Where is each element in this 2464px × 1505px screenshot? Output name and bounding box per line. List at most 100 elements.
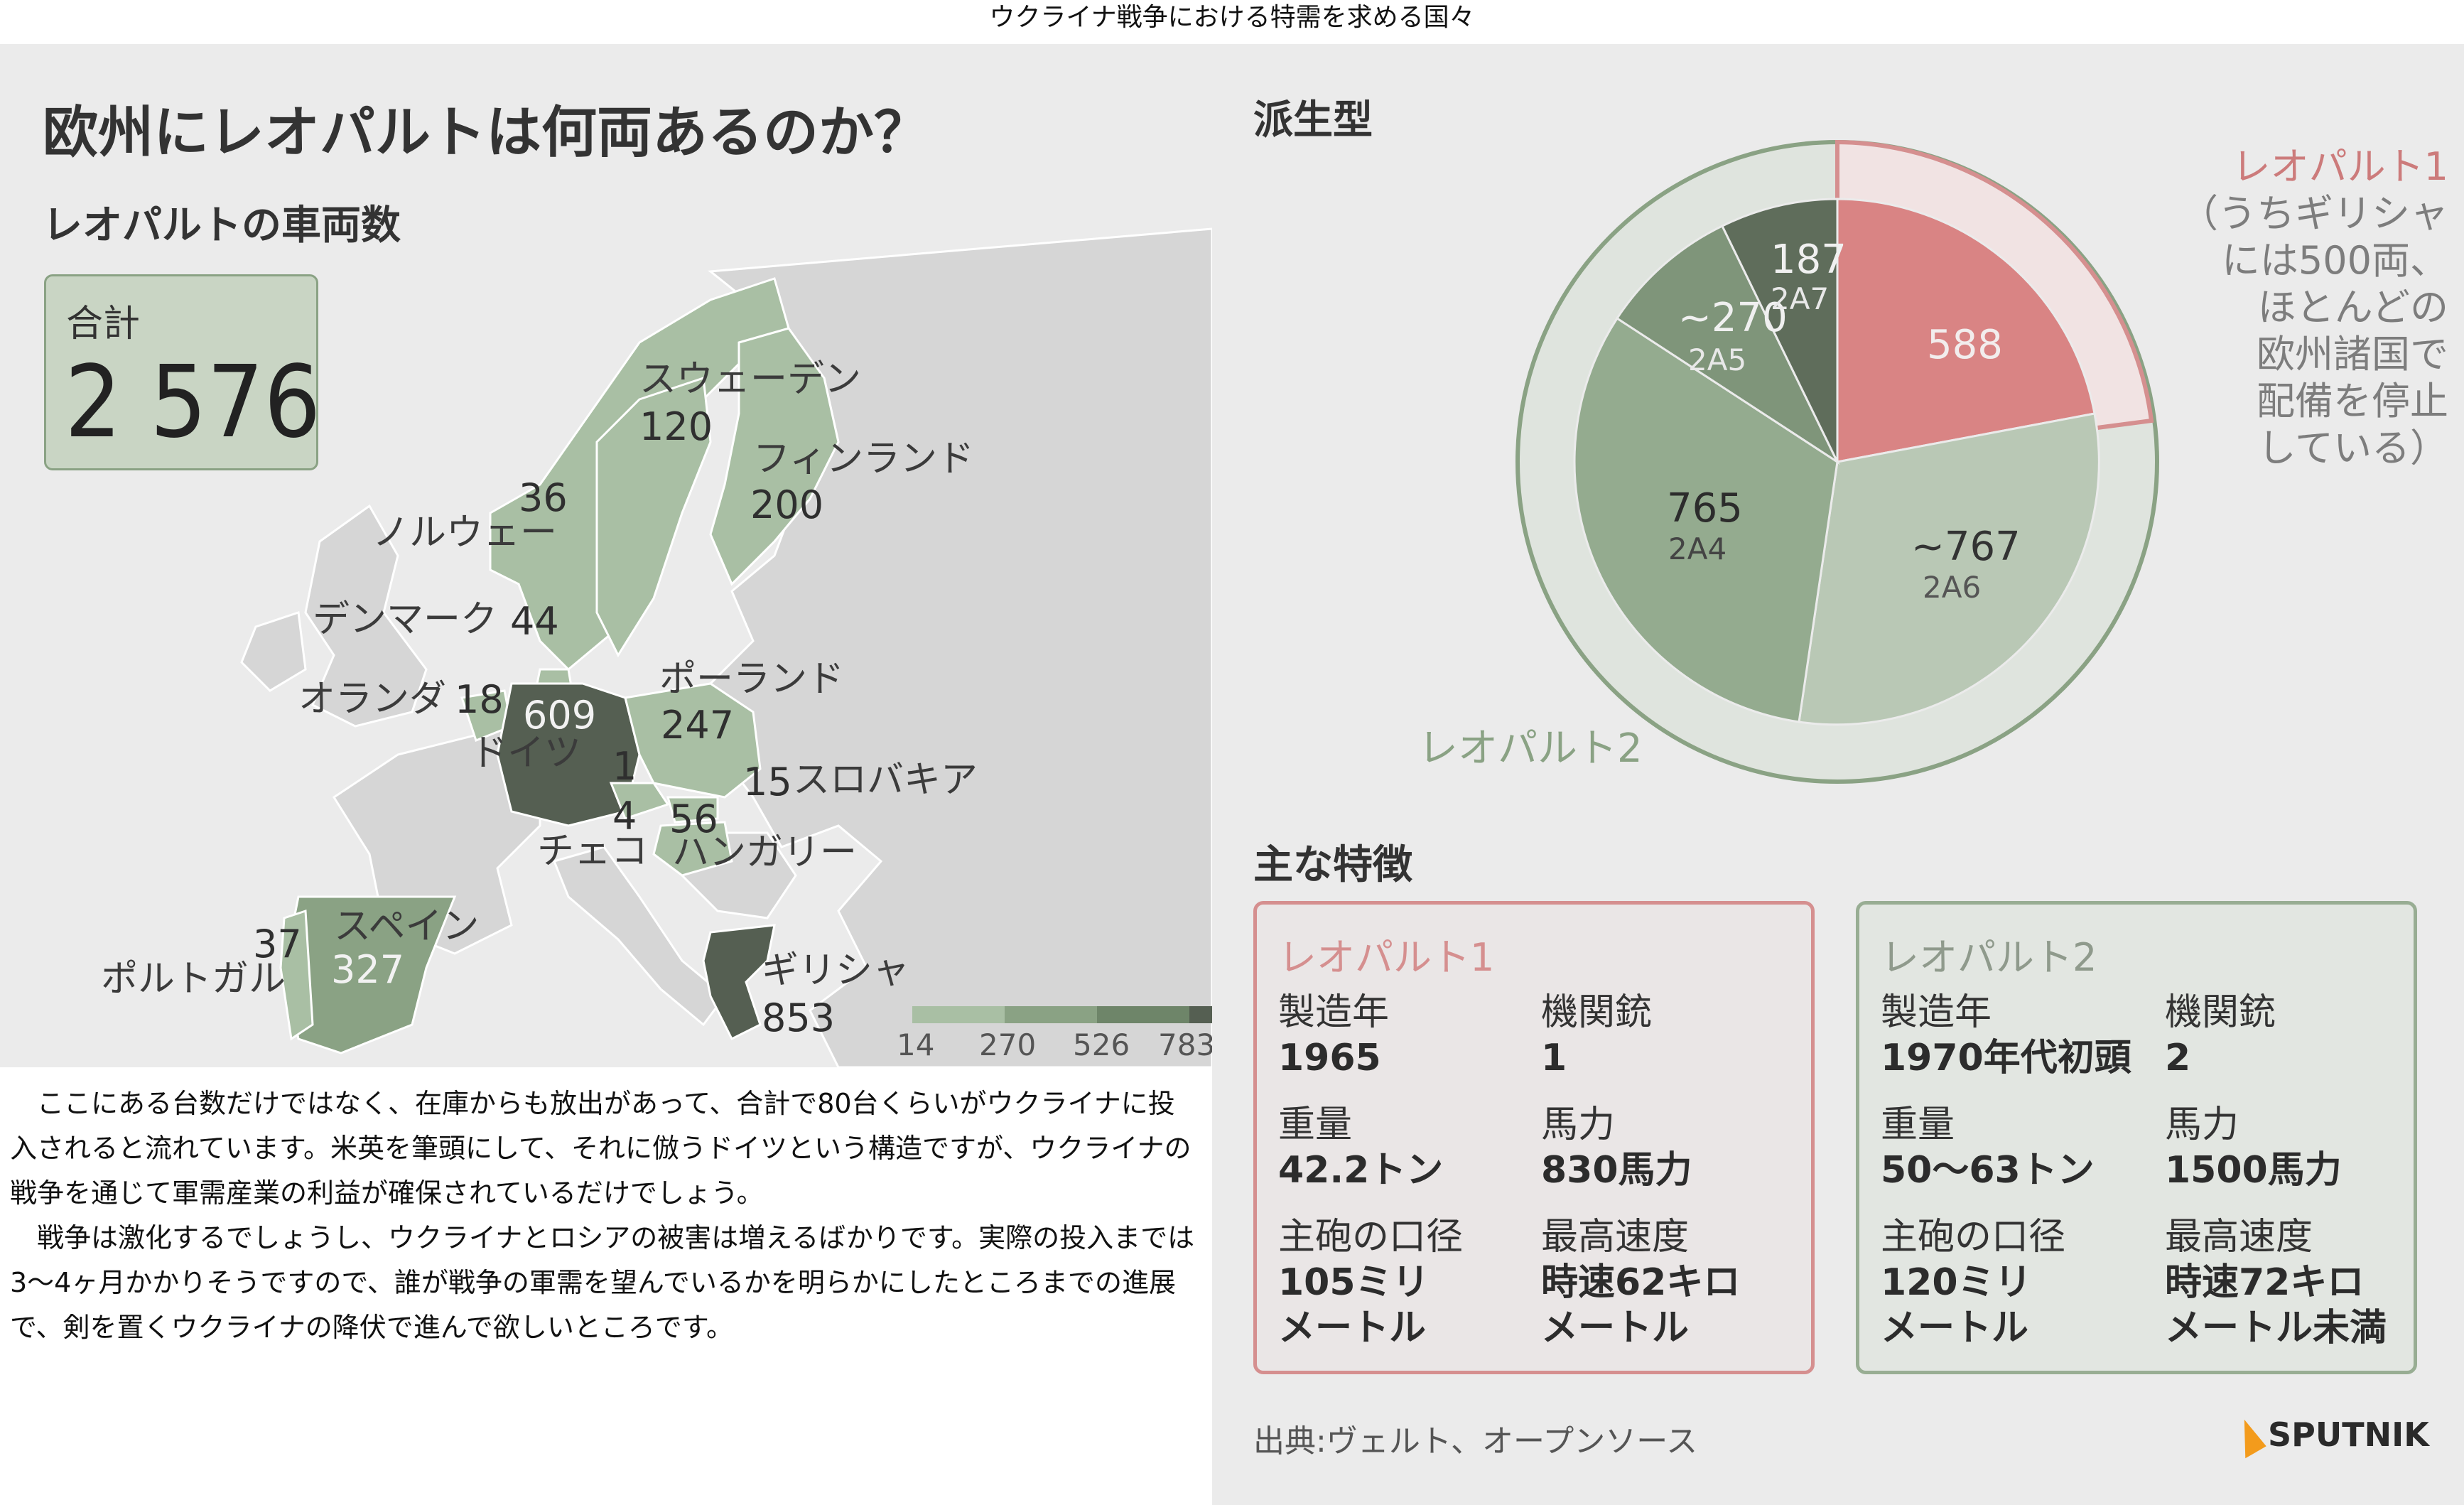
spec-weight: 重量 50～63トン — [1881, 1102, 2095, 1193]
land-uk — [304, 504, 428, 728]
spec-value: メートル — [1278, 1307, 1427, 1349]
spec-value: メートル — [1541, 1307, 1690, 1349]
country-count-hungary: 56 — [669, 797, 718, 841]
country-count-slovakia: 15 — [743, 760, 792, 804]
leopard2-spec-title: レオパルト2 — [1881, 935, 2097, 980]
spec-value: メートル — [1881, 1307, 2029, 1349]
total-value: 2 576 — [65, 345, 321, 460]
spec-key: 最高速度 — [2165, 1216, 2313, 1258]
leopard1-callout-title: レオパルト1 — [2232, 144, 2448, 189]
country-label-hungary: ハンガリー — [672, 831, 858, 874]
spec-key: 馬力 — [2165, 1104, 2239, 1146]
spec-key: 重量 — [1881, 1104, 1955, 1146]
country-label-netherlands: オランダ — [298, 678, 447, 721]
region-portugal — [279, 909, 314, 1041]
slice-label-2a4-model: 2A4 — [1668, 532, 1727, 566]
country-label-norway: ノルウェー — [372, 512, 558, 554]
country-count-finland: 200 — [750, 482, 824, 527]
region-finland — [709, 327, 840, 586]
spec-value: 時速62キロ — [1541, 1261, 1741, 1304]
features-heading: 主な特徴 — [1253, 842, 1412, 888]
region-sweden — [595, 376, 712, 658]
spec-value: 42.2トン — [1278, 1149, 1444, 1192]
leopard1-note-line: 欧州諸国で — [2257, 332, 2448, 377]
variants-panel: 派生型 588 ~767 2A6 765 2A4 ~270 2A5 187 2A… — [1212, 44, 2464, 1505]
map-panel: 欧州にレオパルトは何両あるのか？ レオパルトの車両数 合計 2 576 スウェー… — [0, 44, 1215, 1067]
country-label-portugal: ポルトガル — [101, 958, 286, 1000]
land-italy — [552, 846, 727, 1027]
country-label-denmark: デンマーク — [313, 598, 498, 641]
page-title: ウクライナ戦争における特需を求める国々 — [989, 3, 1475, 32]
slice-label-2a4-value: 765 — [1667, 485, 1743, 532]
slice-588 — [1836, 198, 2096, 463]
country-label-finland: フィンランド — [753, 438, 974, 480]
legend-swatch-1 — [912, 1006, 1005, 1023]
country-label-spain: スペイン — [334, 905, 480, 948]
spec-value: 830馬力 — [1541, 1149, 1692, 1192]
spec-value: 1965 — [1278, 1037, 1381, 1079]
legend-tick-2: 270 — [979, 1027, 1037, 1062]
spec-key: 機関銃 — [2165, 991, 2276, 1034]
country-count-austria: 4 — [612, 794, 637, 838]
leopard1-spec-card: レオパルト1 製造年 1965 機関銃 1 重量 42.2トン 馬力 830馬力… — [1253, 901, 1815, 1374]
spec-key: 製造年 — [1278, 991, 1390, 1034]
spec-key: 最高速度 — [1541, 1216, 1690, 1258]
spec-key: 重量 — [1278, 1104, 1353, 1146]
leopard1-callout: レオパルト1 （うちギリシャ には500両、 ほとんどの 欧州諸国で 配備を停止… — [2136, 144, 2448, 472]
region-greece — [702, 924, 776, 1041]
spec-speed: 最高速度 時速62キロ メートル — [1541, 1214, 1740, 1351]
slice-2a6 — [1798, 412, 2100, 726]
leopard2-spec-card: レオパルト2 製造年 1970年代初頭 機関銃 2 重量 50～63トン 馬力 … — [1856, 901, 2417, 1374]
spec-value: 1970年代初頭 — [1881, 1037, 2131, 1079]
spec-value: 1500馬力 — [2165, 1149, 2342, 1192]
legend-swatch-2 — [1005, 1006, 1097, 1023]
europe-map — [240, 227, 1212, 1067]
region-hungary — [652, 821, 733, 877]
spec-power: 馬力 830馬力 — [1541, 1102, 1692, 1193]
spec-year: 製造年 1965 — [1278, 990, 1389, 1081]
spec-value: 1 — [1541, 1037, 1567, 1079]
slice-label-2a5-model: 2A5 — [1688, 342, 1747, 377]
total-box: 合計 2 576 — [44, 274, 321, 470]
slice-2a5 — [1615, 224, 1840, 465]
spec-gun: 主砲の口径 120ミリ メートル — [1881, 1214, 2065, 1351]
slice-label-588: 588 — [1927, 322, 2003, 368]
slice-2a7 — [1720, 198, 1839, 463]
legend-swatch-3 — [1097, 1006, 1189, 1023]
spec-speed: 最高速度 時速72キロ メートル未満 — [2165, 1214, 2387, 1351]
leopard2-ring-label: レオパルト2 — [1418, 725, 1643, 772]
country-count-spain: 327 — [331, 947, 405, 992]
country-label-slovakia: スロバキア — [793, 759, 978, 802]
infographic-subtitle: レオパルトの車両数 — [43, 203, 401, 249]
article-paragraph-1: ここにある台数だけではなく、在庫からも放出があって、合計で80台くらいがウクライ… — [10, 1088, 1192, 1209]
country-count-norway: 36 — [519, 475, 568, 520]
leopard1-note-line: には500両、 — [2221, 238, 2448, 283]
region-slovakia — [666, 796, 719, 824]
spec-key: 主砲の口径 — [1278, 1216, 1464, 1258]
spec-key: 主砲の口径 — [1881, 1216, 2066, 1258]
spec-value: メートル未満 — [2165, 1307, 2387, 1349]
country-count-denmark: 44 — [510, 599, 559, 644]
country-count-sweden: 120 — [639, 404, 713, 449]
leopard1-note-line: （うちギリシャ — [2180, 191, 2448, 236]
slice-label-2a5-value: ~270 — [1678, 295, 1788, 341]
spec-value: 50～63トン — [1881, 1149, 2095, 1192]
sputnik-logo: SPUTNIK — [2228, 1415, 2429, 1458]
spec-value: 120ミリ — [1881, 1261, 2032, 1304]
spec-year: 製造年 1970年代初頭 — [1881, 990, 2131, 1081]
legend-tick-1: 14 — [897, 1027, 935, 1062]
spec-mg: 機関銃 2 — [2165, 990, 2276, 1081]
spec-mg: 機関銃 1 — [1541, 990, 1652, 1081]
leopard1-spec-title: レオパルト1 — [1278, 935, 1495, 980]
sputnik-logo-text: SPUTNIK — [2268, 1415, 2429, 1454]
spec-key: 機関銃 — [1541, 991, 1653, 1034]
variants-pie-chart — [1515, 139, 2159, 784]
spec-weight: 重量 42.2トン — [1278, 1102, 1443, 1193]
spec-value: 時速72キロ — [2165, 1261, 2365, 1304]
article-body: ここにある台数だけではなく、在庫からも放出があって、合計で80台くらいがウクライ… — [10, 1081, 1198, 1350]
country-count-netherlands: 18 — [455, 677, 504, 722]
sputnik-logo-icon — [2228, 1416, 2266, 1458]
country-label-sweden: スウェーデン — [639, 358, 862, 401]
infographic-title: 欧州にレオパルトは何両あるのか？ — [43, 101, 930, 165]
leopard1-note-line: 配備を停止 — [2257, 379, 2448, 424]
